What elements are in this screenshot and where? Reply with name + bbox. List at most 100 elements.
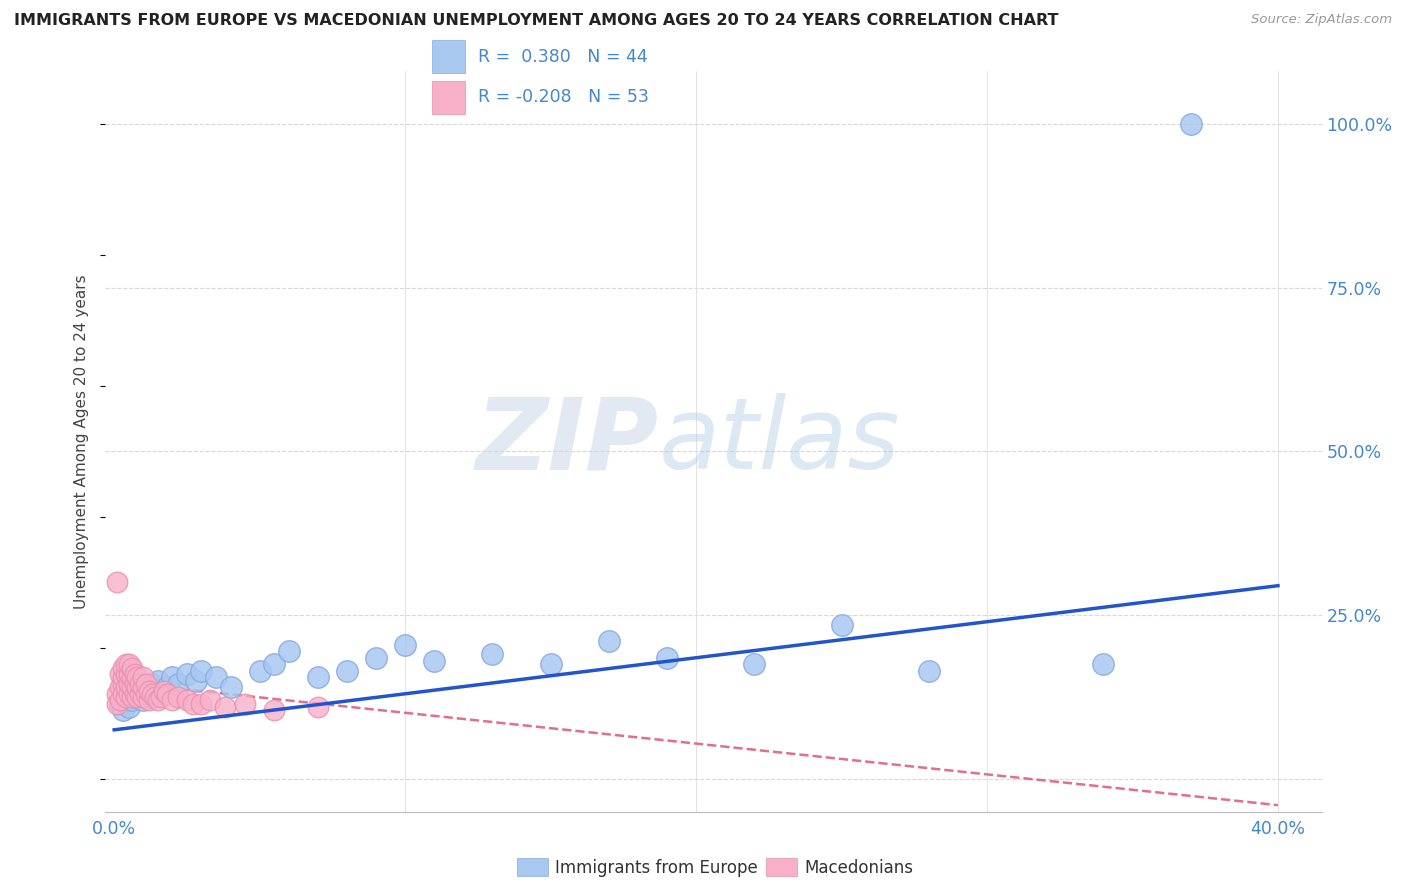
Point xyxy=(118,683,141,698)
Point xyxy=(132,670,155,684)
Point xyxy=(121,690,143,704)
Point xyxy=(124,687,146,701)
Point xyxy=(141,687,163,701)
Point xyxy=(249,664,271,678)
Point xyxy=(127,670,149,684)
Point xyxy=(831,618,853,632)
Point xyxy=(121,680,143,694)
Text: IMMIGRANTS FROM EUROPE VS MACEDONIAN UNEMPLOYMENT AMONG AGES 20 TO 24 YEARS CORR: IMMIGRANTS FROM EUROPE VS MACEDONIAN UNE… xyxy=(14,13,1059,29)
Point xyxy=(105,697,128,711)
Point xyxy=(155,687,177,701)
Point xyxy=(598,634,620,648)
Point xyxy=(114,690,136,704)
Point xyxy=(138,683,160,698)
Point xyxy=(111,687,134,701)
Point xyxy=(114,680,136,694)
Point xyxy=(135,677,157,691)
Point xyxy=(114,680,136,694)
Point xyxy=(263,703,285,717)
Point xyxy=(127,687,149,701)
Y-axis label: Unemployment Among Ages 20 to 24 years: Unemployment Among Ages 20 to 24 years xyxy=(75,274,90,609)
Point xyxy=(152,683,174,698)
Point xyxy=(364,650,387,665)
Text: atlas: atlas xyxy=(659,393,900,490)
Point xyxy=(155,680,177,694)
Point xyxy=(121,693,143,707)
Point xyxy=(176,693,198,707)
Point xyxy=(1180,117,1202,131)
Point xyxy=(121,660,143,674)
Point xyxy=(219,680,242,694)
Point xyxy=(118,699,141,714)
Point xyxy=(307,670,329,684)
Point xyxy=(277,644,299,658)
Point xyxy=(176,667,198,681)
Point xyxy=(121,677,143,691)
Point xyxy=(423,654,446,668)
Point xyxy=(114,693,136,707)
Point xyxy=(162,693,184,707)
Text: ZIP: ZIP xyxy=(475,393,659,490)
Point xyxy=(108,680,131,694)
Point xyxy=(1092,657,1115,672)
Point xyxy=(138,687,160,701)
Point xyxy=(118,667,141,681)
Point xyxy=(111,687,134,701)
Point xyxy=(307,699,329,714)
Point xyxy=(129,677,152,691)
Point xyxy=(135,687,157,701)
Text: Source: ZipAtlas.com: Source: ZipAtlas.com xyxy=(1251,13,1392,27)
Point xyxy=(742,657,765,672)
Point xyxy=(118,657,141,672)
Point xyxy=(105,575,128,590)
Point xyxy=(129,677,152,691)
Point xyxy=(162,670,184,684)
Point xyxy=(127,680,149,694)
Point xyxy=(918,664,941,678)
Point xyxy=(108,697,131,711)
Point xyxy=(336,664,359,678)
Bar xyxy=(432,40,465,73)
Point xyxy=(146,673,169,688)
Point xyxy=(111,703,134,717)
Point xyxy=(124,680,146,694)
Point xyxy=(146,693,169,707)
Point xyxy=(481,648,503,662)
Bar xyxy=(432,81,465,113)
Point xyxy=(149,687,172,701)
Point xyxy=(190,697,212,711)
Text: Immigrants from Europe: Immigrants from Europe xyxy=(555,859,758,877)
Point xyxy=(124,677,146,691)
Point xyxy=(118,687,141,701)
Point xyxy=(167,690,190,704)
Point xyxy=(127,690,149,704)
Text: Macedonians: Macedonians xyxy=(804,859,914,877)
Point xyxy=(143,690,166,704)
Point xyxy=(118,677,141,691)
Point xyxy=(124,690,146,704)
Point xyxy=(129,687,152,701)
Text: R =  0.380   N = 44: R = 0.380 N = 44 xyxy=(478,48,648,66)
Point xyxy=(108,693,131,707)
Point xyxy=(132,680,155,694)
Point xyxy=(263,657,285,672)
Point xyxy=(111,677,134,691)
Point xyxy=(121,670,143,684)
Point xyxy=(394,638,416,652)
Point xyxy=(205,670,228,684)
Point xyxy=(190,664,212,678)
Point xyxy=(132,693,155,707)
Point xyxy=(114,657,136,672)
Point xyxy=(114,667,136,681)
Point xyxy=(184,673,207,688)
Text: R = -0.208   N = 53: R = -0.208 N = 53 xyxy=(478,88,650,106)
Point xyxy=(132,680,155,694)
Point xyxy=(655,650,678,665)
Point xyxy=(105,687,128,701)
Point xyxy=(233,697,256,711)
Point xyxy=(167,677,190,691)
Point xyxy=(138,693,160,707)
Point xyxy=(132,690,155,704)
Point xyxy=(108,667,131,681)
Point xyxy=(198,693,221,707)
